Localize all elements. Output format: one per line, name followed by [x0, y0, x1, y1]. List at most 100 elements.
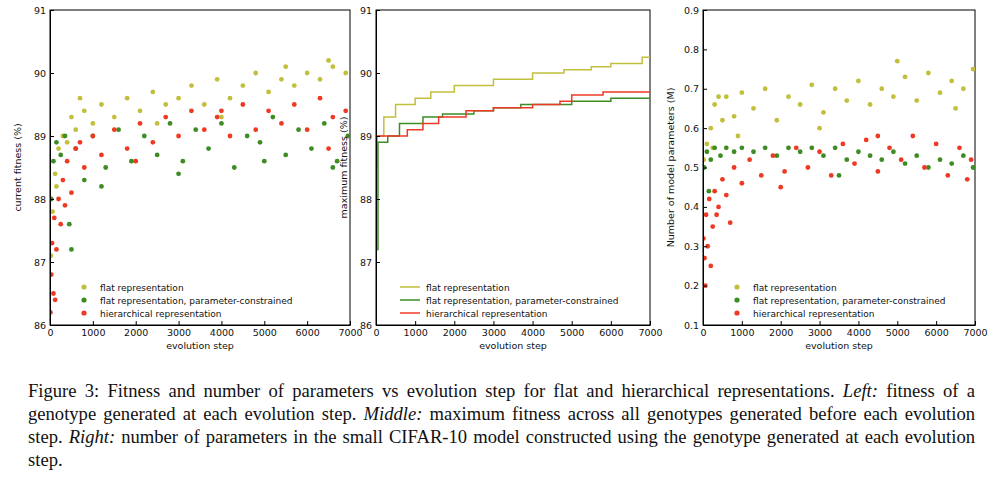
tick-label: 5000 — [886, 327, 910, 338]
point — [706, 189, 711, 194]
point — [58, 222, 63, 227]
legend-label: flat representation, parameter-constrain… — [100, 296, 293, 306]
point — [724, 94, 729, 99]
point — [228, 134, 233, 139]
point — [52, 216, 57, 221]
legend-marker — [81, 310, 86, 315]
legend-item: flat representation — [734, 283, 836, 293]
tick-label: 0.4 — [684, 201, 699, 212]
point — [786, 145, 791, 150]
tick-label: 0 — [700, 327, 706, 338]
legend: flat representationflat representation, … — [400, 283, 619, 319]
point — [926, 71, 931, 76]
point — [707, 197, 712, 202]
tick-label: 2000 — [443, 327, 467, 338]
point — [305, 127, 310, 132]
caption-heading: Right: — [69, 426, 115, 447]
plot-area — [703, 59, 975, 288]
point — [150, 140, 155, 145]
point — [965, 177, 970, 182]
tick-label: 0.1 — [684, 320, 699, 331]
point — [343, 108, 348, 113]
tick-mark — [376, 262, 380, 263]
point — [343, 71, 348, 76]
point — [736, 134, 741, 139]
tick-mark — [742, 321, 743, 325]
tick: 0.8 — [684, 44, 707, 55]
point — [949, 161, 954, 166]
tick: 89 — [360, 131, 380, 142]
tick: 1000 — [730, 321, 754, 338]
point — [206, 146, 211, 151]
tick-mark — [93, 321, 94, 325]
point — [774, 118, 779, 123]
point — [739, 145, 744, 150]
point — [67, 222, 72, 227]
axis-line — [50, 11, 51, 326]
tick-label: 0.2 — [684, 280, 699, 291]
point — [875, 169, 880, 174]
tick-label: 90 — [360, 68, 372, 79]
point — [868, 102, 873, 107]
legend-label: hierarchical representation — [100, 309, 221, 319]
point — [63, 203, 68, 208]
tick-mark — [454, 321, 455, 325]
point — [189, 83, 194, 88]
point — [99, 102, 104, 107]
tick: 5000 — [560, 321, 584, 338]
tick: 7000 — [638, 321, 662, 338]
point — [58, 153, 63, 158]
point — [73, 146, 78, 151]
point — [142, 134, 147, 139]
point — [840, 141, 845, 146]
tick: 89 — [34, 131, 54, 142]
plot-area — [50, 58, 350, 315]
tick-mark — [703, 49, 707, 50]
point — [782, 169, 787, 174]
point — [961, 153, 966, 158]
point — [99, 184, 104, 189]
legend-label: hierarchical representation — [426, 309, 547, 319]
point — [852, 161, 857, 166]
tick: 90 — [360, 68, 380, 79]
point — [73, 127, 78, 132]
point — [934, 141, 939, 146]
point — [716, 204, 721, 209]
point — [903, 75, 908, 80]
legend-item: flat representation — [400, 283, 510, 293]
point — [155, 121, 160, 126]
point — [163, 115, 168, 120]
tick-label: 4000 — [210, 327, 234, 338]
point — [833, 86, 838, 91]
panel: 0100020003000400050006000700086878889909… — [12, 5, 363, 351]
point — [704, 141, 709, 146]
tick: 4000 — [521, 321, 545, 338]
point — [712, 102, 717, 107]
point — [155, 153, 160, 158]
tick-label: 86 — [34, 320, 46, 331]
legend-item: flat representation, parameter-constrain… — [81, 296, 292, 306]
point — [875, 134, 880, 139]
tick-label: 5000 — [560, 327, 584, 338]
tick: 88 — [34, 194, 54, 205]
tick-mark — [307, 321, 308, 325]
point — [318, 96, 323, 101]
legend-label: flat representation — [426, 283, 510, 293]
point — [202, 127, 207, 132]
tick-mark — [264, 321, 265, 325]
caption-heading: Middle: — [364, 403, 423, 424]
point — [54, 247, 59, 252]
point — [232, 165, 237, 170]
tick-mark — [703, 168, 707, 169]
tick-mark — [50, 325, 54, 326]
legend-line — [400, 312, 420, 314]
tick-mark — [376, 199, 380, 200]
legend-item: hierarchical representation — [81, 309, 221, 319]
tick-mark — [975, 321, 976, 325]
point — [90, 134, 95, 139]
point — [747, 157, 752, 162]
point — [309, 146, 314, 151]
point — [330, 64, 335, 69]
point — [326, 58, 331, 63]
tick: 6000 — [599, 321, 623, 338]
